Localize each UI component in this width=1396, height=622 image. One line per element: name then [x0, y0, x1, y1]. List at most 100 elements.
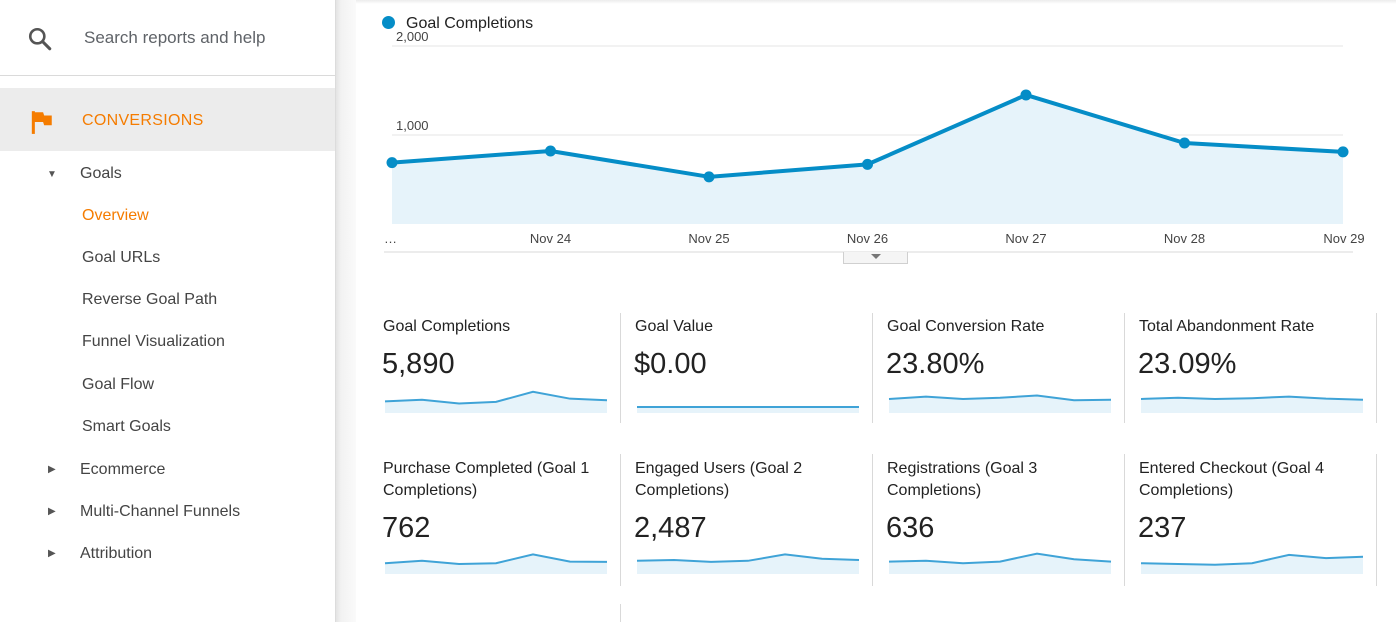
metric-title: Goal Conversion Rate: [887, 318, 1045, 335]
metric-value: $0.00: [634, 348, 707, 380]
sparkline-line: [384, 553, 608, 566]
sidebar-item-goal-flow[interactable]: Goal Flow: [82, 376, 155, 393]
card-divider: [1124, 313, 1125, 423]
x-tick-label: …: [384, 231, 397, 246]
y-tick-label: 2,000: [396, 29, 429, 44]
x-tick-label: Nov 27: [1005, 231, 1046, 246]
sparkline-area: [1141, 554, 1363, 574]
metric-title: Engaged Users (Goal 2 Completions): [635, 460, 803, 499]
x-tick-label: Nov 28: [1164, 231, 1205, 246]
metric-sparkline: [888, 552, 1112, 574]
metric-value: 23.80%: [886, 348, 985, 380]
x-tick-label: Nov 26: [847, 231, 888, 246]
chart-collapse-toggle[interactable]: [843, 252, 908, 264]
main-content: … Nov 24 Nov 25 Nov 26 Nov 27 Nov 28 Nov 29 2,…: [356, 0, 1396, 622]
caret-right-icon[interactable]: ▶: [48, 548, 56, 559]
sparkline-line: [1140, 553, 1364, 566]
sparkline-area: [637, 407, 859, 413]
metric-card-entered-checkout[interactable]: Entered Checkout (Goal 4 Completions) 23…: [1112, 458, 1364, 588]
sidebar-item-goals[interactable]: Goals: [80, 165, 122, 182]
x-tick-label: Nov 25: [688, 231, 729, 246]
metric-title: Purchase Completed (Goal 1 Completions): [383, 460, 590, 499]
sparkline-line: [1140, 395, 1364, 401]
card-divider: [620, 313, 621, 423]
metric-sparkline: [1140, 553, 1364, 574]
metric-sparkline: [1140, 395, 1364, 413]
sidebar-item-overview[interactable]: Overview: [82, 207, 149, 224]
search-icon[interactable]: [27, 26, 53, 52]
chart-data-point[interactable]: [862, 158, 873, 170]
chart-data-point[interactable]: [703, 171, 715, 183]
sidebar-item-goal-urls[interactable]: Goal URLs: [82, 249, 161, 266]
metric-sparkline: [637, 406, 859, 413]
metric-title: Registrations (Goal 3 Completions): [887, 460, 1038, 499]
metric-card-total-abandonment-rate[interactable]: Total Abandonment Rate 23.09%: [1112, 316, 1364, 426]
metric-value: 636: [886, 512, 935, 544]
legend-swatch: [382, 16, 395, 29]
chart-data-point[interactable]: [386, 157, 398, 169]
sidebar-item-funnel-visualization[interactable]: Funnel Visualization: [82, 333, 225, 350]
sidebar-section-conversions[interactable]: CONVERSIONS: [0, 88, 335, 151]
metric-sparkline: [384, 553, 608, 574]
sidebar-item-attribution[interactable]: Attribution: [80, 545, 153, 562]
metric-title: Goal Completions: [383, 318, 511, 335]
sparkline-area: [889, 553, 1111, 574]
sidebar-item-multi-channel-funnels[interactable]: Multi-Channel Funnels: [80, 503, 241, 520]
card-divider: [620, 454, 621, 586]
metric-sparkline: [636, 553, 860, 574]
metric-card-engaged-users[interactable]: Engaged Users (Goal 2 Completions) 2,487: [608, 458, 860, 588]
caret-right-icon[interactable]: ▶: [48, 464, 56, 475]
chart-data-point[interactable]: [545, 145, 556, 157]
sidebar-item-ecommerce[interactable]: Ecommerce: [80, 461, 166, 478]
sidebar-item-reverse-goal-path[interactable]: Reverse Goal Path: [82, 291, 218, 308]
sidebar: Search reports and help CONVERSIONS ▼ Go…: [0, 0, 336, 622]
metric-card-goal-conversion-rate[interactable]: Goal Conversion Rate 23.80%: [860, 316, 1112, 426]
sidebar-item-smart-goals[interactable]: Smart Goals: [82, 418, 171, 435]
metric-value: 2,487: [634, 512, 707, 544]
card-divider: [872, 313, 873, 423]
flag-icon: [31, 111, 52, 134]
caret-down-icon[interactable]: ▼: [47, 169, 57, 180]
metric-value: 5,890: [382, 348, 455, 380]
legend-label: Goal Completions: [406, 15, 534, 32]
card-divider: [1376, 313, 1377, 423]
chart-data-point[interactable]: [1337, 146, 1349, 158]
sidebar-section-label: CONVERSIONS: [82, 112, 204, 129]
metric-value: 23.09%: [1138, 348, 1237, 380]
card-divider: [872, 454, 873, 586]
metric-card-goal-value[interactable]: Goal Value $0.00: [608, 316, 860, 426]
sparkline-area: [889, 395, 1111, 413]
sparkline-line: [888, 394, 1112, 402]
chevron-down-icon: [871, 254, 881, 259]
chart-data-point[interactable]: [1179, 137, 1190, 149]
x-tick-label: Nov 24: [530, 231, 571, 246]
x-tick-label: Nov 29: [1323, 231, 1364, 246]
chart-area-fill: [392, 94, 1343, 224]
sidebar-shadow: [336, 0, 356, 622]
metric-title: Goal Value: [635, 318, 713, 335]
metric-card-registrations[interactable]: Registrations (Goal 3 Completions) 636: [860, 458, 1112, 588]
metric-sparkline: [384, 390, 608, 413]
search-input[interactable]: Search reports and help: [84, 28, 266, 47]
search-bar[interactable]: Search reports and help: [0, 0, 335, 76]
y-tick-label: 1,000: [396, 118, 429, 133]
sparkline-line: [384, 390, 608, 405]
metric-card-goal-completions[interactable]: Goal Completions 5,890: [356, 316, 608, 426]
card-divider: [620, 604, 621, 622]
metric-title: Entered Checkout (Goal 4 Completions): [1139, 460, 1324, 499]
goal-completions-chart: … Nov 24 Nov 25 Nov 26 Nov 27 Nov 28 Nov 29 2,…: [384, 29, 1365, 253]
chart-data-point[interactable]: [1020, 89, 1032, 101]
metric-value: 762: [382, 512, 431, 544]
card-divider: [1124, 454, 1125, 586]
metric-value: 237: [1138, 512, 1187, 544]
metric-card-purchase-completed[interactable]: Purchase Completed (Goal 1 Completions) …: [356, 458, 608, 588]
sparkline-line: [888, 552, 1112, 565]
sparkline-area: [1141, 396, 1363, 413]
sparkline-line: [636, 553, 860, 563]
caret-right-icon[interactable]: ▶: [48, 506, 56, 517]
sparkline-area: [637, 554, 859, 574]
card-divider: [1376, 454, 1377, 586]
top-shadow: [356, 0, 1396, 4]
metric-sparkline: [888, 394, 1112, 413]
metric-title: Total Abandonment Rate: [1139, 318, 1315, 335]
